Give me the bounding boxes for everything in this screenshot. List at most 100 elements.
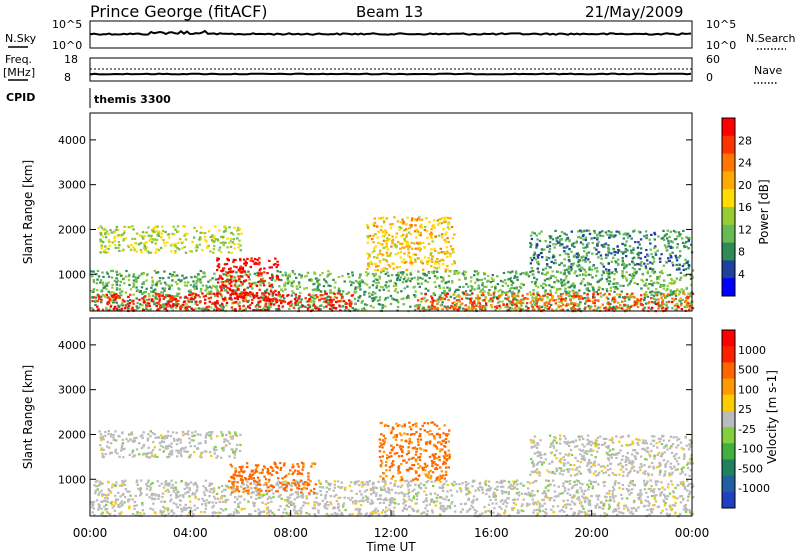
data-cell-3541 — [654, 251, 657, 254]
data-cell-3195 — [408, 224, 412, 227]
data-cell-3210 — [385, 251, 388, 254]
data-cell-3019 — [379, 217, 383, 220]
data-cell-670 — [297, 281, 301, 284]
data-cell-548 — [237, 279, 240, 283]
data-cell-1032 — [399, 276, 403, 279]
data-cell-954 — [644, 499, 647, 502]
data-cell-2899 — [385, 231, 388, 234]
data-cell-630 — [577, 480, 580, 483]
data-cell-3581 — [644, 255, 647, 259]
data-cell-2723 — [118, 244, 121, 247]
data-cell-2371 — [664, 309, 668, 312]
data-cell-1173 — [508, 306, 511, 309]
data-cell-948 — [302, 501, 305, 504]
data-cell-1373 — [474, 281, 477, 284]
data-cell-23 — [164, 293, 168, 296]
data-cell-1108 — [668, 506, 672, 509]
data-cell-1838 — [127, 304, 131, 307]
data-cell-2441 — [495, 305, 499, 308]
data-cell-2741 — [177, 241, 180, 244]
data-cell-2663 — [155, 238, 159, 242]
data-cell-3140 — [406, 242, 409, 245]
data-cell-3129 — [393, 244, 397, 247]
data-cell-667 — [299, 291, 302, 295]
data-cell-1044 — [358, 509, 361, 512]
data-cell-1222 — [359, 288, 362, 291]
data-cell-632 — [674, 502, 677, 505]
data-cell-399 — [357, 480, 360, 483]
data-cell-3124 — [419, 242, 422, 245]
data-cell-886 — [645, 278, 648, 281]
data-cell-3422 — [572, 262, 575, 265]
data-cell-1679 — [544, 284, 548, 287]
data-cell-2128 — [228, 278, 231, 282]
data-cell-714 — [476, 287, 479, 290]
data-cell-2890 — [205, 240, 208, 243]
data-cell-1143 — [406, 279, 409, 282]
data-cell-1491 — [332, 291, 335, 294]
data-cell-3259 — [567, 265, 571, 268]
data-cell-2881 — [153, 230, 156, 234]
data-cell-1005 — [288, 501, 292, 505]
data-cell-796 — [244, 308, 247, 311]
data-cell-1533 — [260, 274, 263, 277]
data-cell-1163 — [686, 499, 690, 502]
data-cell-380 — [614, 507, 617, 511]
data-cell-180 — [444, 498, 447, 501]
data-cell-1470 — [134, 309, 138, 312]
data-cell-342 — [170, 486, 173, 489]
data-cell-278 — [583, 307, 586, 311]
data-cell-417 — [329, 494, 332, 498]
data-cell-1022 — [176, 491, 179, 494]
data-cell-3637 — [536, 260, 540, 263]
data-cell-1672 — [445, 281, 448, 284]
data-cell-1046 — [180, 479, 183, 483]
data-cell-65 — [121, 503, 124, 506]
data-cell-3372 — [609, 234, 612, 237]
data-cell-356 — [367, 272, 370, 275]
data-cell-93 — [435, 496, 439, 500]
data-cell-3147 — [417, 257, 420, 260]
data-cell-2843 — [99, 232, 102, 235]
data-cell-1948 — [299, 301, 302, 304]
data-cell-1031 — [361, 280, 365, 283]
data-cell-1668 — [492, 296, 495, 299]
data-cell-1342 — [199, 281, 203, 284]
data-cell-3620 — [614, 268, 617, 271]
station-title: Prince George (fitACF) — [90, 2, 268, 21]
data-cell-3046 — [451, 248, 455, 251]
data-cell-836 — [192, 285, 195, 288]
colorbar-swatch — [722, 153, 735, 172]
data-cell-3563 — [690, 243, 693, 246]
data-cell-209 — [212, 284, 215, 288]
data-cell-1462 — [153, 303, 156, 306]
data-cell-400 — [193, 275, 197, 278]
data-cell-1776 — [158, 300, 161, 303]
data-cell-80 — [268, 495, 271, 498]
data-cell-12 — [270, 273, 274, 276]
data-cell-2074 — [220, 289, 223, 292]
data-cell-1889 — [148, 298, 151, 301]
data-cell-2860 — [177, 230, 180, 233]
data-cell-1756 — [247, 305, 250, 308]
data-cell-3470 — [617, 230, 621, 233]
data-cell-180 — [433, 281, 436, 284]
data-cell-1484 — [101, 271, 104, 274]
data-cell-957 — [194, 307, 197, 310]
data-cell-3242 — [604, 242, 608, 245]
data-cell-503 — [317, 288, 321, 291]
data-cell-1930 — [329, 304, 332, 307]
data-cell-611 — [651, 270, 654, 273]
data-cell-857 — [314, 277, 318, 280]
data-cell-303 — [475, 510, 478, 513]
data-cell-762 — [521, 271, 524, 275]
data-cell-3524 — [529, 245, 532, 249]
data-cell-346 — [688, 292, 692, 295]
data-cell-260 — [145, 493, 148, 496]
data-cell-288 — [111, 301, 115, 304]
data-cell-3336 — [630, 249, 633, 252]
data-cell-2117 — [217, 278, 220, 281]
data-cell-3617 — [584, 258, 587, 261]
data-cell-805 — [168, 287, 171, 290]
data-cell-3209 — [385, 243, 388, 246]
